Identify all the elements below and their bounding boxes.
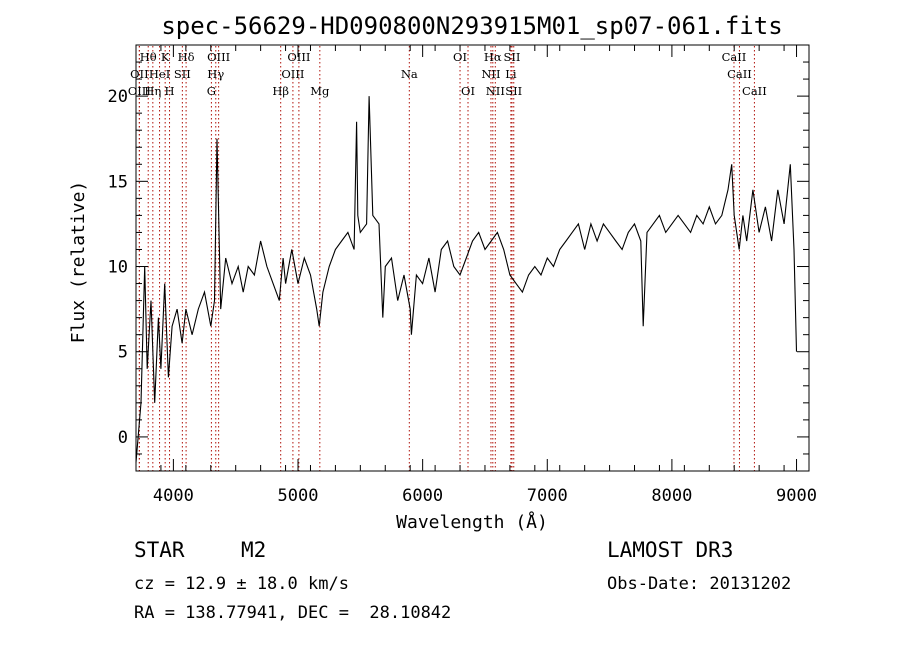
- line-marker-label: CaII: [742, 84, 767, 98]
- coordinates-text: RA = 138.77941, DEC = 28.10842: [134, 603, 452, 623]
- line-marker-label: Hδ: [178, 50, 195, 64]
- line-marker-label: Hη: [144, 84, 161, 98]
- line-marker-label: OIII: [287, 50, 310, 64]
- line-marker-label: OIII: [281, 67, 304, 81]
- y-axis-label: Flux (relative): [68, 181, 89, 344]
- y-tick-label: 5: [118, 343, 128, 363]
- line-marker-label: SII: [505, 84, 522, 98]
- x-tick-label: 8000: [651, 486, 692, 506]
- x-tick-label: 9000: [776, 486, 817, 506]
- line-marker-label: HeI: [149, 67, 170, 81]
- x-tick-label: 4000: [153, 486, 194, 506]
- y-tick-label: 10: [108, 258, 128, 278]
- line-marker-label: Hβ: [272, 84, 289, 98]
- y-tick-label: 20: [108, 87, 128, 107]
- y-tick-label: 15: [108, 172, 128, 192]
- line-marker-label: Na: [401, 67, 418, 81]
- y-axis-ticks: 0 5 10 15 20: [108, 44, 809, 472]
- line-marker-label: SII: [504, 50, 521, 64]
- x-tick-label: 7000: [527, 486, 568, 506]
- obs-date-text: Obs-Date: 20131202: [607, 574, 792, 594]
- line-marker-label: Hα: [484, 50, 502, 64]
- x-axis-label: Wavelength (Å): [396, 511, 548, 533]
- line-marker-label: OIII: [128, 84, 151, 98]
- x-tick-label: 6000: [402, 486, 443, 506]
- object-subclass: M2: [241, 538, 267, 562]
- line-marker-label: Mg: [310, 84, 330, 98]
- object-class: STAR: [134, 538, 185, 562]
- redshift-text: cz = 12.9 ± 18.0 km/s: [134, 574, 349, 594]
- line-marker-label: Hθ: [140, 50, 157, 64]
- survey-name: LAMOST DR3: [607, 538, 734, 562]
- x-tick-label: 5000: [278, 486, 319, 506]
- line-marker-label: NII: [481, 67, 500, 81]
- line-marker-label: SII: [174, 67, 191, 81]
- line-marker-label: OI: [453, 50, 467, 64]
- line-marker-label: CaII: [722, 50, 747, 64]
- line-marker-label: CaII: [727, 67, 752, 81]
- line-marker-label: Hγ: [207, 67, 224, 81]
- x-axis-ticks: 4000 5000 6000 7000 8000 9000: [135, 45, 817, 506]
- line-marker-label: G: [207, 84, 216, 98]
- line-marker-label: Li: [505, 67, 517, 81]
- line-marker-label: OI: [461, 84, 475, 98]
- flux-series-line: [135, 96, 798, 463]
- spectral-line-markers: [138, 46, 755, 471]
- line-marker-label: OIII: [207, 50, 230, 64]
- chart-title: spec-56629-HD090800N293915M01_sp07-061.f…: [161, 12, 782, 40]
- line-marker-label: OII: [130, 67, 149, 81]
- line-marker-label: K: [161, 50, 170, 64]
- plot-frame: [135, 44, 810, 472]
- line-marker-label: NII: [486, 84, 505, 98]
- y-tick-label: 0: [118, 428, 128, 448]
- line-marker-label: H: [165, 84, 175, 98]
